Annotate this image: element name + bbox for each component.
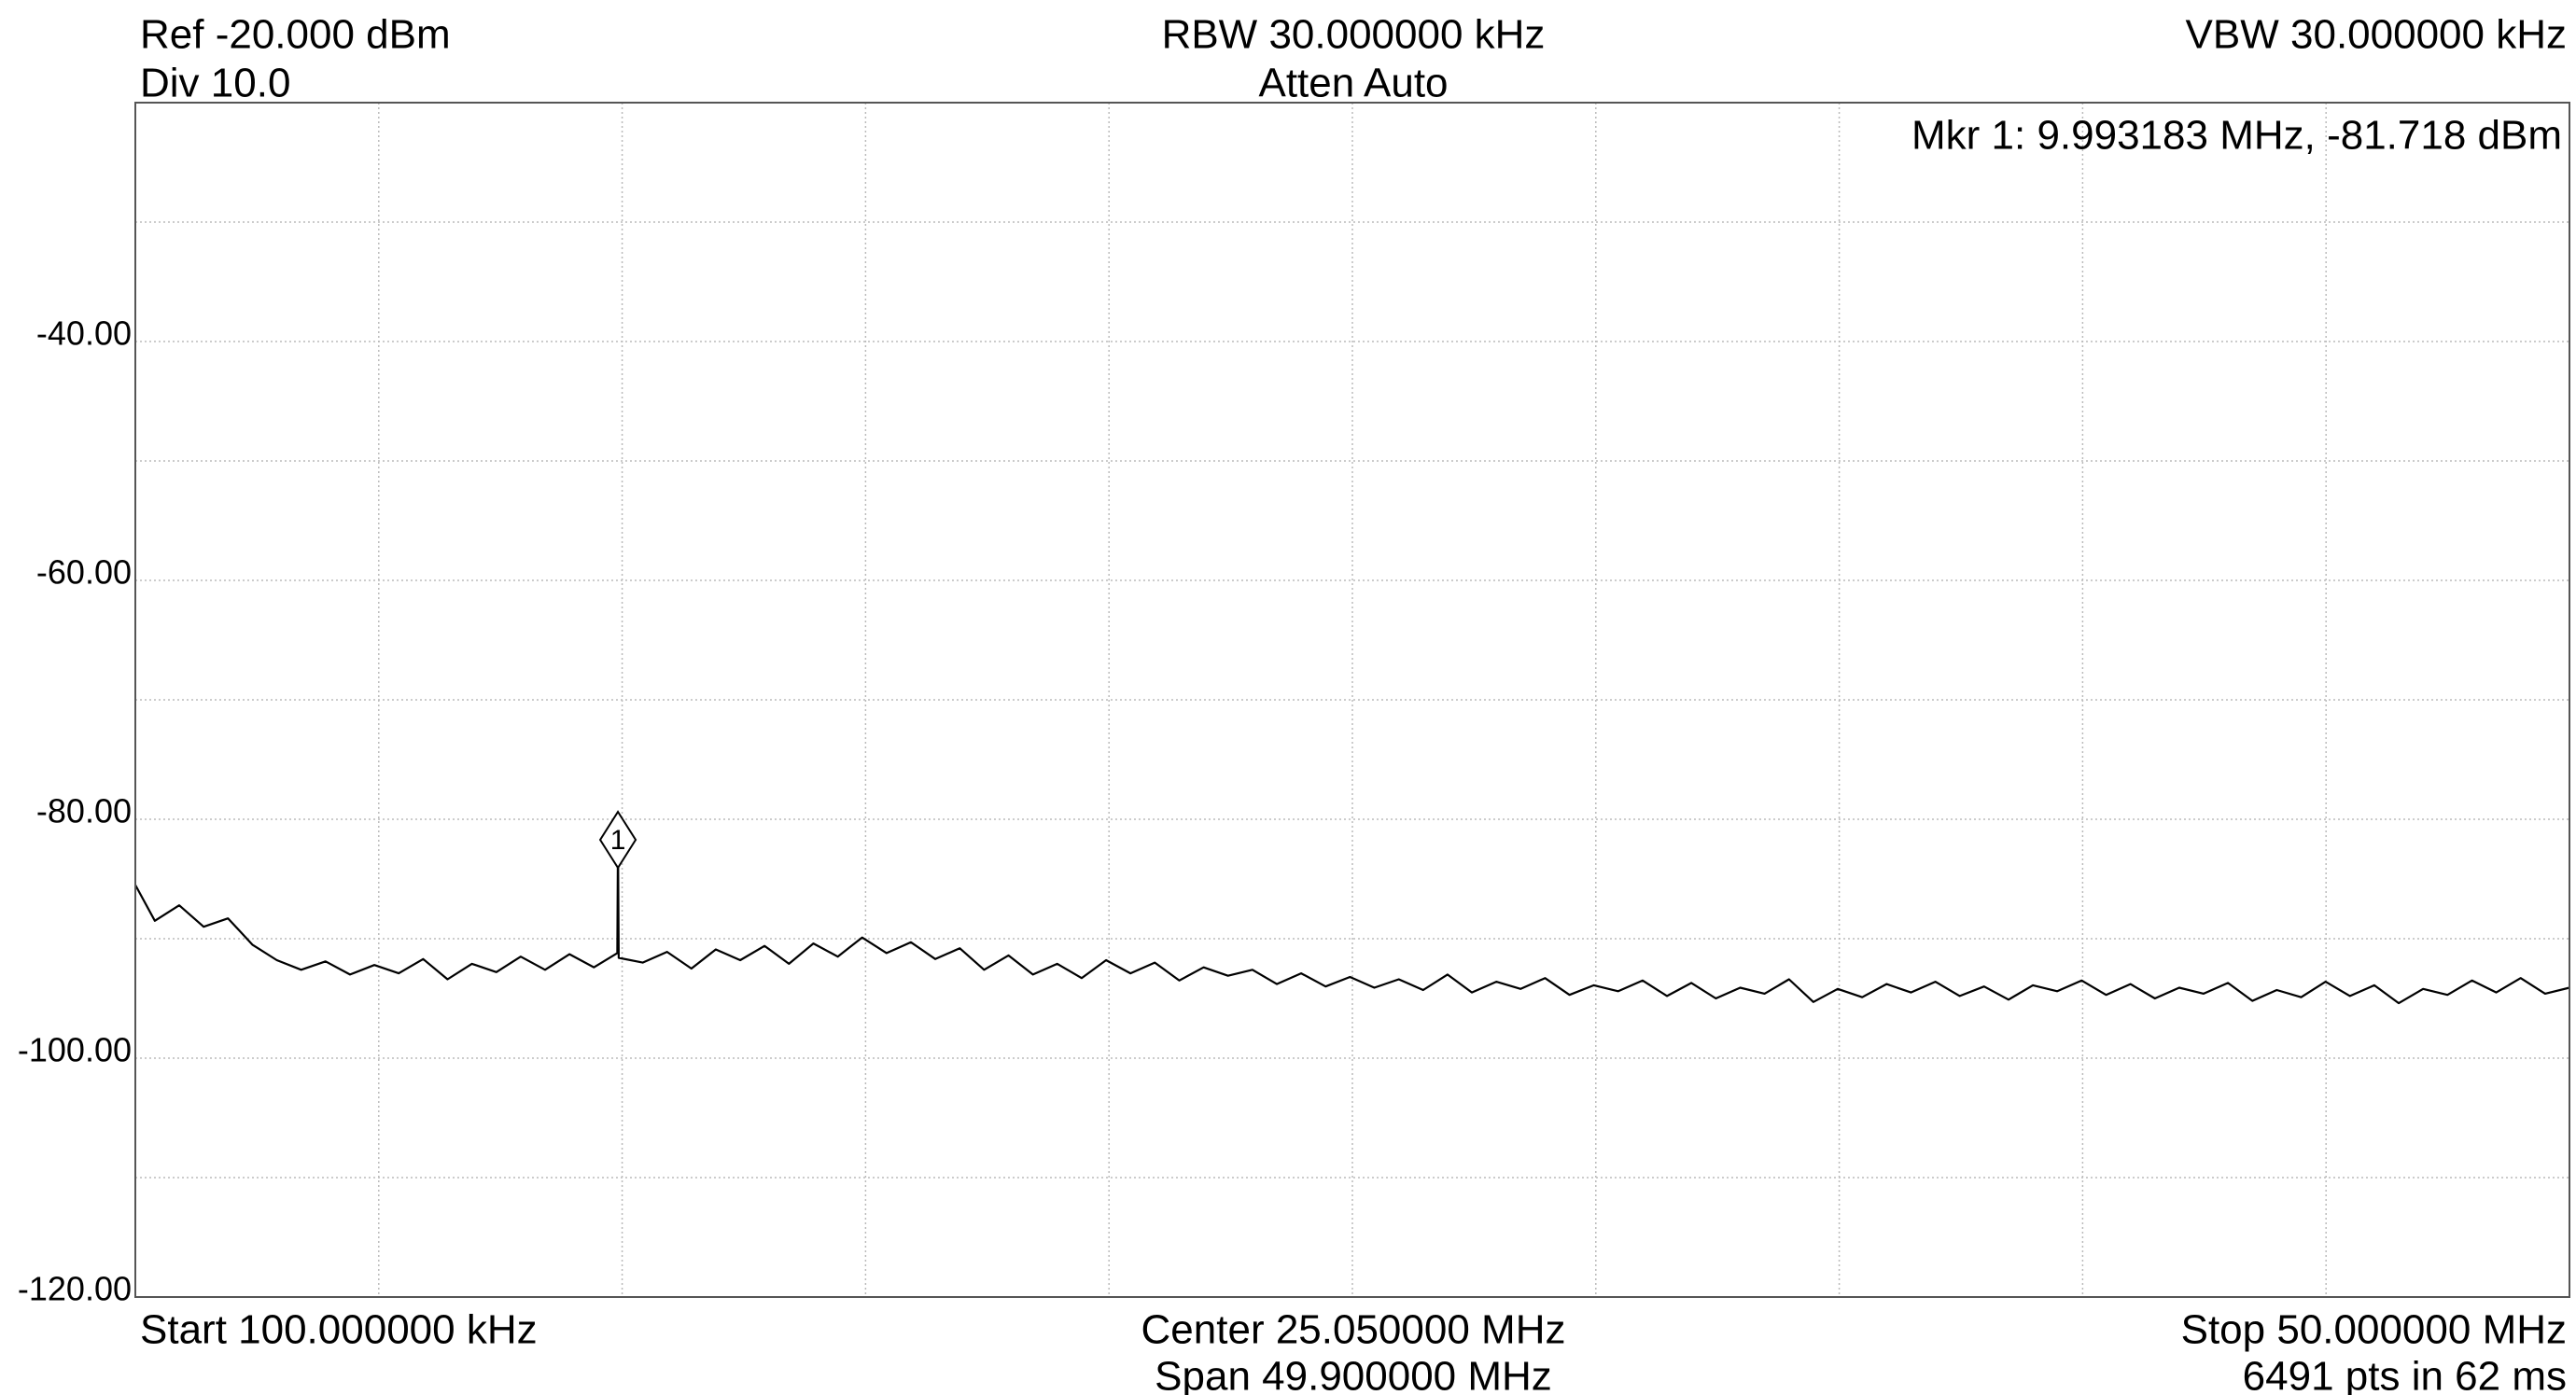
y-tick-label: -60.00 — [36, 553, 132, 592]
y-tick-label: -80.00 — [36, 792, 132, 830]
rbw: RBW 30.000000 kHz — [1162, 12, 1546, 58]
marker: 1 — [598, 810, 637, 870]
y-tick-label: -40.00 — [36, 314, 132, 353]
marker-label: 1 — [610, 825, 626, 856]
plot-frame — [134, 102, 2570, 1298]
attenuation: Atten Auto — [1258, 61, 1448, 106]
ref-level: Ref -20.000 dBm — [140, 12, 451, 58]
start-freq: Start 100.000000 kHz — [140, 1307, 538, 1353]
center-freq: Center 25.050000 MHz — [1141, 1307, 1566, 1353]
stop-freq: Stop 50.000000 MHz — [2181, 1307, 2567, 1353]
span: Span 49.900000 MHz — [1155, 1354, 1552, 1395]
vbw: VBW 30.000000 kHz — [2186, 12, 2567, 58]
marker-readout: Mkr 1: 9.993183 MHz, -81.718 dBm — [1911, 113, 2562, 159]
sweep-points: 6491 pts in 62 ms — [2243, 1354, 2567, 1395]
marker-diamond — [598, 810, 637, 870]
y-tick-label: -100.00 — [18, 1031, 132, 1069]
y-tick-label: -120.00 — [18, 1270, 132, 1308]
trace — [134, 838, 2570, 1005]
div-scale: Div 10.0 — [140, 61, 290, 106]
